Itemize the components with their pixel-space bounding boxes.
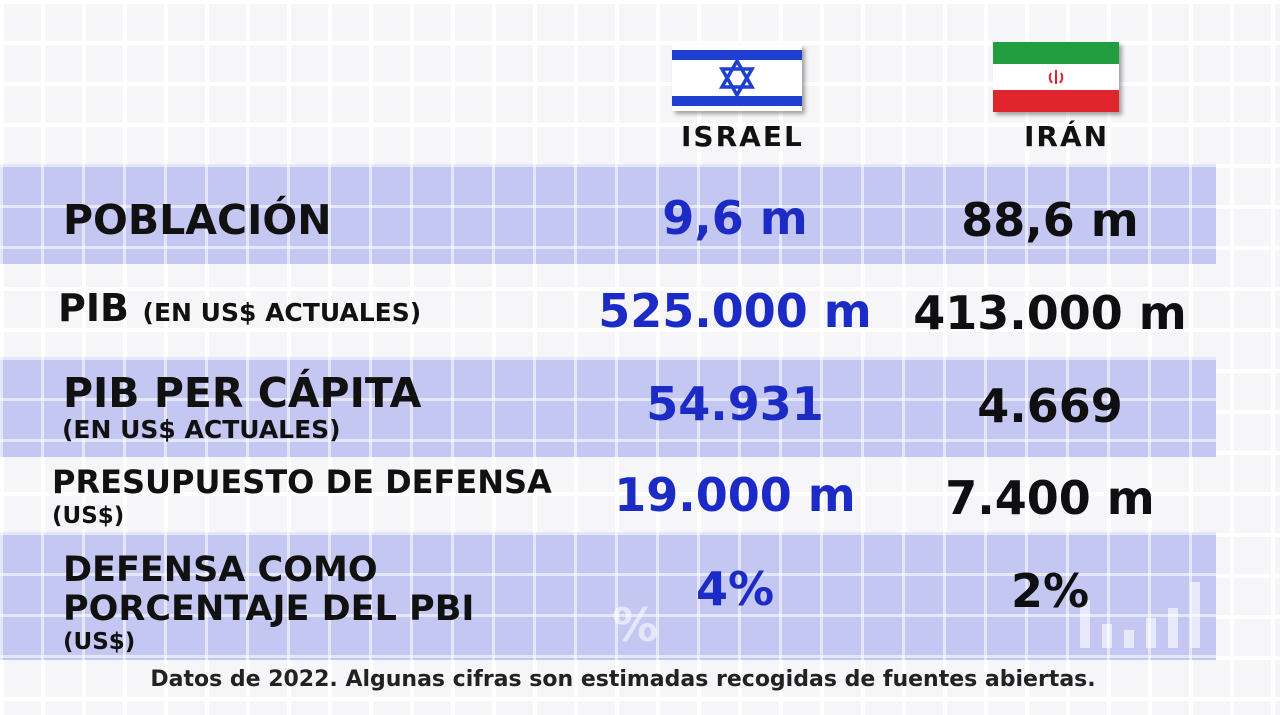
iran-emblem-icon xyxy=(1048,70,1064,84)
label-pib: PIB (EN US$ ACTUALES) xyxy=(58,289,421,327)
percent-watermark-icon: % xyxy=(612,598,659,652)
label-presupuesto-defensa-sub: (US$) xyxy=(52,503,125,529)
footnote: Datos de 2022. Algunas cifras son estima… xyxy=(150,667,1096,692)
label-defensa-pbi-line2: PORCENTAJE DEL PBI xyxy=(63,589,475,629)
iran-pib-per-capita-value: 4.669 xyxy=(977,379,1123,433)
iran-header: IRÁN xyxy=(1024,120,1110,153)
iran-poblacion-value: 88,6 m xyxy=(961,193,1139,247)
bar-chart-watermark-icon xyxy=(1080,578,1220,648)
label-presupuesto-defensa: PRESUPUESTO DE DEFENSA xyxy=(52,463,552,501)
row-band-defensa-pbi xyxy=(0,532,1216,660)
israel-pib-per-capita-value: 54.931 xyxy=(646,377,824,431)
label-pib-main: PIB xyxy=(58,286,129,330)
israel-defensa-value: 19.000 m xyxy=(614,468,856,522)
label-pib-per-capita: PIB PER CÁPITA xyxy=(63,369,422,417)
israel-header: ISRAEL xyxy=(681,120,804,153)
iran-defensa-value: 7.400 m xyxy=(945,471,1155,525)
israel-pib-value: 525.000 m xyxy=(598,284,872,338)
row-band-poblacion xyxy=(0,164,1216,264)
iran-flag-icon xyxy=(993,42,1119,112)
iran-defensa-pbi-value: 2% xyxy=(1010,564,1090,618)
row-band-pib-per-capita xyxy=(0,357,1216,457)
label-defensa-pbi-sub: (US$) xyxy=(63,629,136,655)
israel-poblacion-value: 9,6 m xyxy=(662,191,808,245)
label-poblacion: POBLACIÓN xyxy=(63,196,332,244)
israel-defensa-pbi-value: 4% xyxy=(695,562,775,616)
israel-flag-icon xyxy=(672,45,802,111)
label-defensa-pbi-line1: DEFENSA COMO xyxy=(63,550,378,590)
label-pib-per-capita-sub: (EN US$ ACTUALES) xyxy=(62,415,341,444)
iran-pib-value: 413.000 m xyxy=(913,286,1187,340)
label-pib-sub: (EN US$ ACTUALES) xyxy=(142,298,422,327)
star-of-david-icon xyxy=(718,58,756,98)
